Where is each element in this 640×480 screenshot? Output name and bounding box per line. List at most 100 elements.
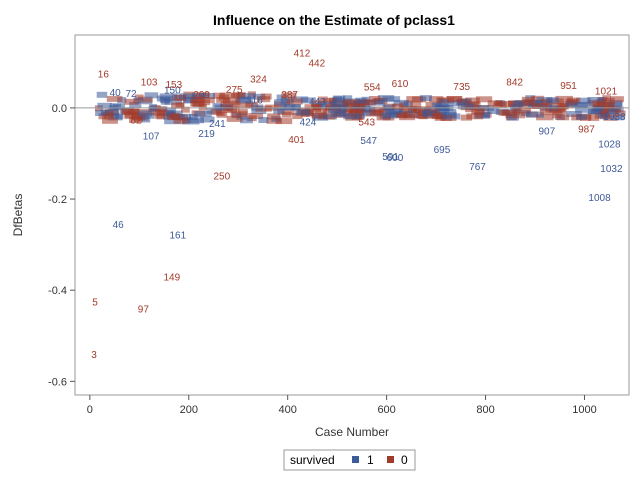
dense-mark — [230, 92, 240, 99]
point-label: 219 — [198, 129, 215, 140]
dense-mark — [487, 108, 500, 114]
dense-mark — [447, 100, 460, 107]
point-label: 591 — [382, 152, 399, 163]
point-label: 695 — [434, 145, 451, 156]
dense-mark — [565, 100, 576, 107]
dense-mark — [419, 95, 432, 102]
dense-mark — [102, 117, 118, 124]
dense-mark — [414, 106, 431, 113]
dense-mark — [546, 97, 559, 104]
dense-mark — [382, 112, 397, 119]
dense-mark — [539, 109, 557, 116]
dense-mark — [212, 92, 225, 99]
point-label: 387 — [281, 90, 298, 101]
dense-mark — [317, 100, 327, 107]
point-label: 1028 — [598, 140, 621, 151]
legend-label-0: 0 — [401, 453, 408, 467]
dense-mark — [240, 117, 253, 124]
dense-mark — [359, 106, 376, 113]
x-tick-label: 400 — [279, 404, 297, 416]
dense-mark — [567, 97, 581, 104]
point-label: 149 — [164, 273, 181, 284]
dense-mark — [406, 96, 423, 103]
dense-mark — [541, 98, 550, 105]
dense-mark — [343, 99, 358, 106]
point-label: 767 — [469, 162, 486, 173]
dense-mark — [592, 100, 606, 107]
x-axis: 0 200 400 600 800 1000 — [87, 395, 597, 416]
point-label: 5 — [92, 298, 98, 309]
dense-mark — [566, 111, 582, 117]
dense-mark — [369, 109, 381, 116]
dense-mark — [141, 116, 151, 123]
x-tick-label: 200 — [180, 404, 198, 416]
dense-mark — [149, 104, 158, 111]
dense-mark — [115, 113, 124, 120]
y-tick-label: 0.0 — [52, 103, 67, 115]
point-label: 1021 — [595, 87, 618, 98]
point-label: 987 — [578, 124, 595, 135]
dense-mark — [499, 101, 516, 107]
chart-title: Influence on the Estimate of pclass1 — [213, 12, 455, 28]
dense-mark — [439, 99, 449, 106]
x-axis-label: Case Number — [315, 425, 389, 439]
dense-mark — [169, 112, 180, 119]
dense-mark — [512, 100, 524, 107]
dense-mark — [198, 104, 207, 111]
dense-mark — [173, 117, 186, 124]
dense-mark — [237, 93, 256, 100]
point-label: 3 — [91, 350, 97, 361]
dense-mark — [597, 111, 608, 118]
dense-mark — [429, 96, 444, 103]
dense-mark — [105, 109, 119, 116]
dense-mark — [588, 114, 600, 121]
point-label: 97 — [138, 304, 150, 315]
dense-mark — [526, 111, 544, 118]
dense-mark — [611, 114, 625, 121]
dense-mark — [154, 112, 166, 119]
dense-mark — [230, 111, 248, 118]
dense-mark — [281, 92, 297, 99]
point-label: 907 — [539, 127, 556, 138]
dense-mark — [263, 105, 272, 112]
dense-mark — [333, 96, 343, 103]
dense-mark — [310, 100, 322, 107]
dense-mark — [286, 98, 303, 105]
dense-mark — [456, 99, 468, 106]
dense-mark — [165, 108, 177, 115]
dense-mark — [129, 117, 143, 123]
dense-mark — [129, 101, 142, 108]
dense-mark — [312, 105, 322, 112]
dense-mark — [587, 97, 605, 103]
dense-mark — [201, 99, 211, 106]
point-label: 46 — [113, 220, 125, 231]
dense-mark — [260, 93, 272, 100]
dense-mark — [154, 106, 167, 113]
point-label: 16 — [98, 70, 110, 81]
dense-mark — [575, 106, 588, 113]
dense-mark — [331, 102, 349, 109]
dense-mark — [190, 97, 203, 104]
point-label: 442 — [309, 58, 326, 69]
dense-mark — [226, 115, 243, 122]
dense-mark — [328, 97, 338, 104]
dense-mark — [465, 97, 480, 104]
dense-mark — [513, 112, 526, 119]
dense-mark — [607, 100, 623, 106]
point-label: 82 — [130, 115, 142, 126]
point-label: 543 — [358, 118, 375, 129]
point-label: 547 — [360, 136, 377, 147]
dense-mark — [360, 109, 376, 116]
point-label: 1038 — [603, 112, 626, 123]
dense-mark — [231, 99, 241, 106]
dense-mark — [199, 93, 215, 99]
dense-mark — [498, 109, 511, 116]
dense-mark — [216, 110, 225, 116]
dense-mark — [371, 99, 385, 106]
dense-mark — [236, 96, 251, 103]
dense-mark — [222, 107, 237, 114]
dense-mark — [575, 101, 594, 108]
dense-mark — [349, 107, 364, 114]
dense-mark — [95, 110, 107, 116]
point-label: 951 — [560, 81, 577, 92]
